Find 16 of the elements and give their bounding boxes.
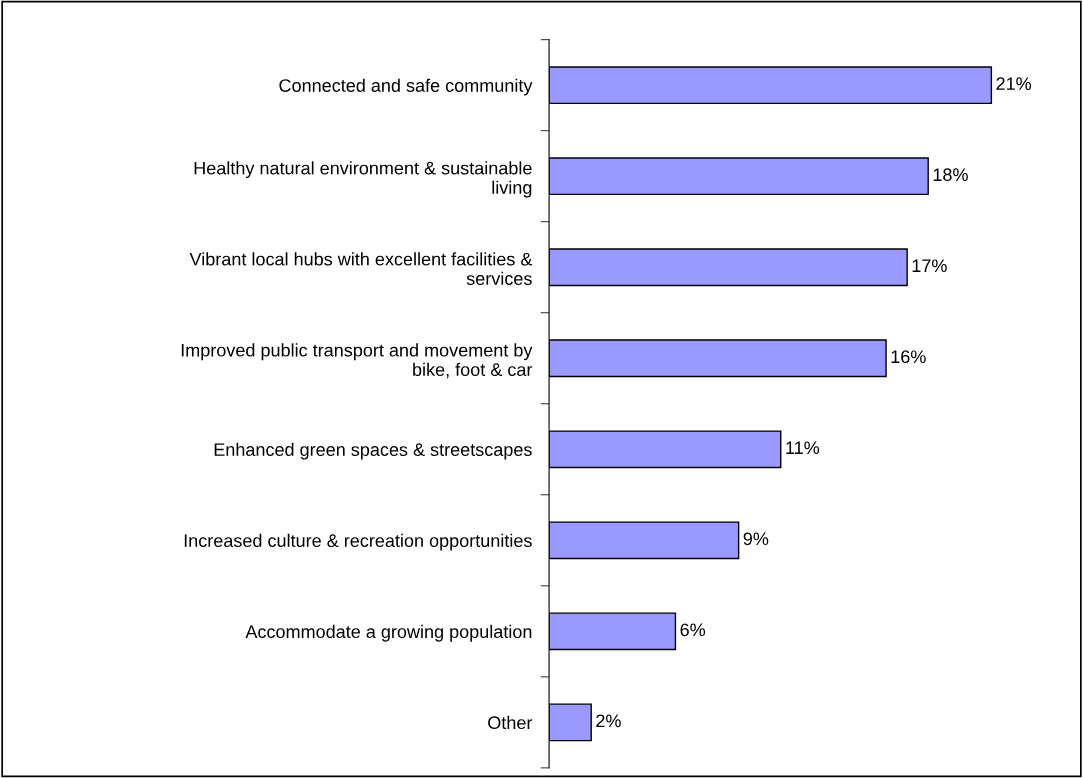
y-tick-label: Enhanced green spaces & streetscapes (214, 442, 532, 460)
data-label: 16% (891, 350, 926, 364)
data-label: 18% (933, 168, 968, 182)
data-label: 21% (996, 77, 1032, 90)
y-tick-label: Accommodate a growing population (245, 624, 532, 642)
data-label: 6% (680, 623, 706, 637)
y-tick-label: Increased culture & recreation opportunities (184, 533, 532, 551)
data-label: 2% (596, 714, 621, 728)
y-tick-label: Improved public transport and movement by bike, foot & car (181, 343, 533, 379)
y-tick-label: Vibrant local hubs with excellent facilities & services (189, 252, 533, 285)
y-tick-label: Connected and safe community (279, 78, 533, 96)
data-label: 9% (743, 532, 769, 546)
y-tick-label: Other (488, 715, 533, 730)
y-tick-label: Healthy natural environment & sustainable living (194, 161, 532, 198)
data-label: 17% (912, 259, 947, 273)
data-label: 11% (786, 441, 820, 455)
